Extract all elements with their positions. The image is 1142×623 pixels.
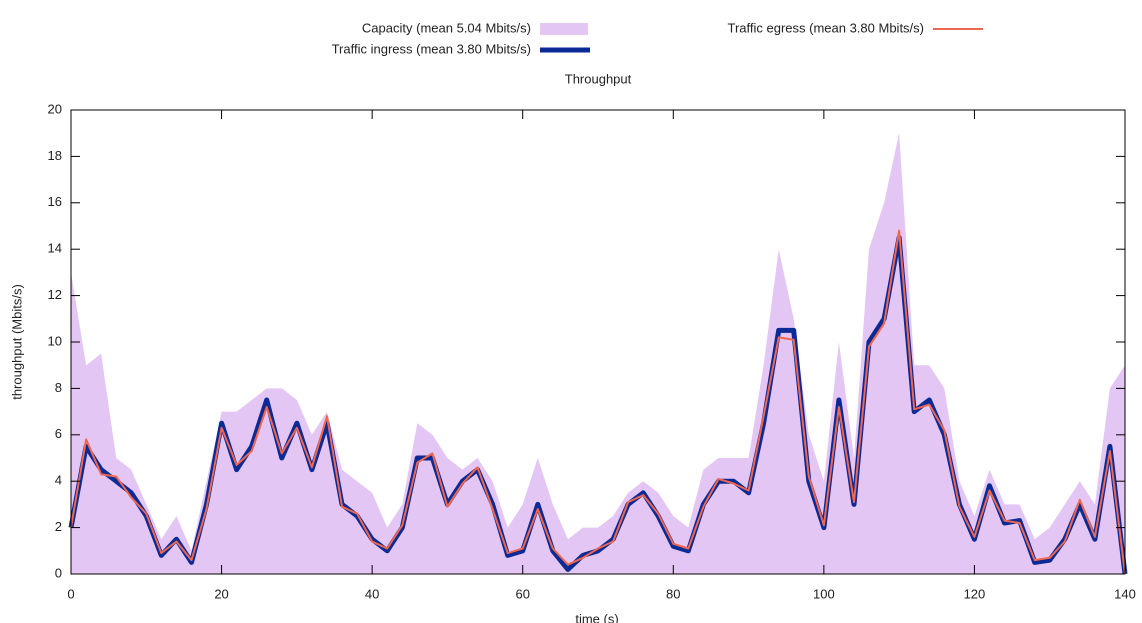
x-axis-label: time (s) [575, 611, 618, 623]
area [71, 133, 1125, 574]
line [70, 229, 1126, 575]
y-tick-label: 0 [55, 565, 62, 580]
legend-swatch [540, 23, 588, 35]
x-tick-label: 80 [666, 586, 680, 601]
x-tick-label: 0 [67, 586, 74, 601]
y-tick-label: 16 [48, 194, 62, 209]
legend-label: Capacity (mean 5.04 Mbits/s) [362, 20, 531, 35]
x-tick-label: 40 [365, 586, 379, 601]
x-tick-label: 120 [964, 586, 986, 601]
y-tick-label: 20 [48, 101, 62, 116]
y-tick-label: 14 [48, 241, 62, 256]
y-tick-label: 8 [55, 380, 62, 395]
x-tick-label: 140 [1114, 586, 1136, 601]
x-tick-label: 20 [214, 586, 228, 601]
y-tick-label: 12 [48, 287, 62, 302]
chart-title: Throughput [565, 71, 632, 86]
y-tick-label: 2 [55, 519, 62, 534]
y-tick-label: 6 [55, 426, 62, 441]
y-axis-label: throughput (Mbits/s) [9, 284, 24, 400]
legend-label: Traffic ingress (mean 3.80 Mbits/s) [332, 41, 531, 56]
x-tick-label: 60 [515, 586, 529, 601]
y-tick-label: 10 [48, 333, 62, 348]
x-tick-label: 100 [813, 586, 835, 601]
legend-label: Traffic egress (mean 3.80 Mbits/s) [727, 20, 924, 35]
y-tick-label: 18 [48, 148, 62, 163]
y-tick-label: 4 [55, 473, 62, 488]
